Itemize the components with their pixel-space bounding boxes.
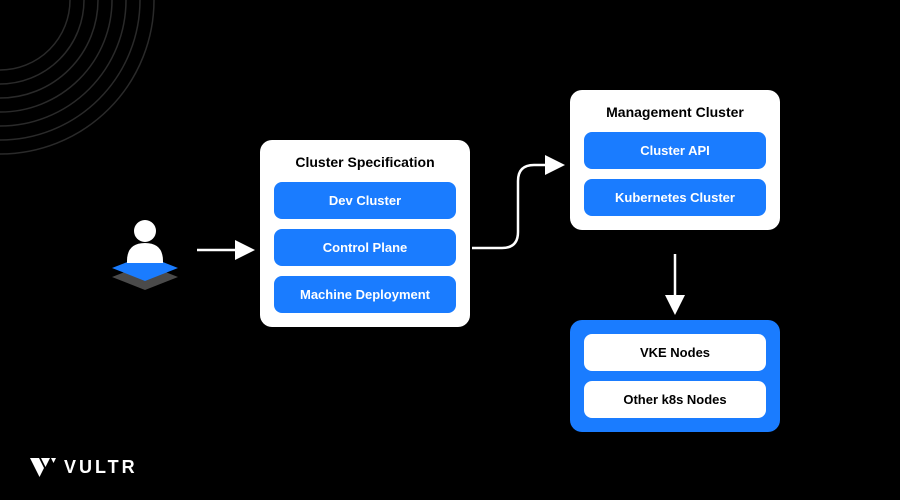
decorative-arcs [0,0,200,200]
cluster-spec-title: Cluster Specification [274,154,456,170]
mgmt-cluster-title: Management Cluster [584,104,766,120]
cluster-spec-box: Cluster Specification Dev Cluster Contro… [260,140,470,327]
nodes-box: VKE Nodes Other k8s Nodes [570,320,780,432]
edge-user-to-spec [195,240,260,260]
edge-spec-to-mgmt [470,155,570,265]
pill-dev-cluster: Dev Cluster [274,182,456,219]
edge-mgmt-to-nodes [665,252,685,320]
pill-vke-nodes: VKE Nodes [584,334,766,371]
user-icon [100,215,190,305]
vultr-logo-icon [30,456,56,478]
pill-kubernetes-cluster: Kubernetes Cluster [584,179,766,216]
mgmt-cluster-box: Management Cluster Cluster API Kubernete… [570,90,780,230]
pill-control-plane: Control Plane [274,229,456,266]
pill-other-k8s-nodes: Other k8s Nodes [584,381,766,418]
pill-cluster-api: Cluster API [584,132,766,169]
pill-machine-deployment: Machine Deployment [274,276,456,313]
vultr-logo: VULTR [30,456,138,478]
vultr-logo-text: VULTR [64,457,138,478]
